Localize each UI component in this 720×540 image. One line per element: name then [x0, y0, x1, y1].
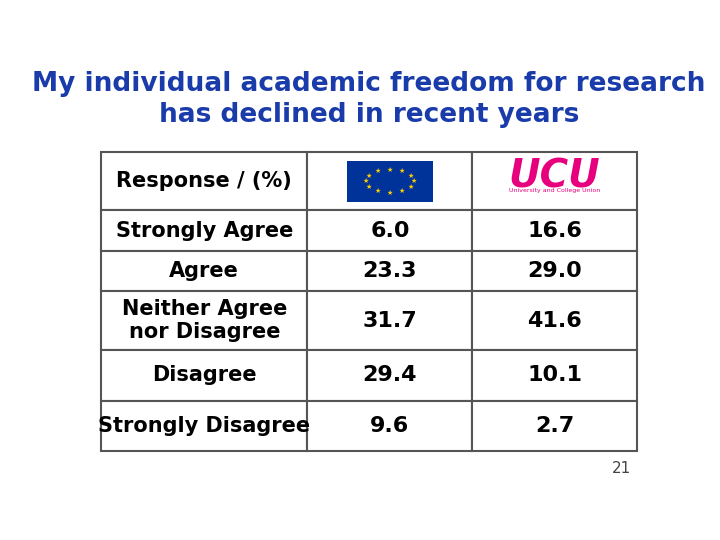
Text: University and College Union: University and College Union — [509, 187, 600, 193]
Text: ★: ★ — [374, 168, 381, 174]
Text: Neither Agree
nor Disagree: Neither Agree nor Disagree — [122, 299, 287, 342]
Text: ★: ★ — [399, 168, 405, 174]
Text: 6.0: 6.0 — [370, 221, 410, 241]
Bar — [101, 211, 307, 251]
Text: ★: ★ — [374, 188, 381, 194]
Text: ★: ★ — [387, 167, 393, 173]
Text: Agree: Agree — [169, 261, 239, 281]
Text: ★: ★ — [387, 190, 393, 195]
Text: My individual academic freedom for research
has declined in recent years: My individual academic freedom for resea… — [32, 71, 706, 128]
Bar — [307, 152, 472, 211]
Text: ★: ★ — [408, 173, 414, 179]
Text: ★: ★ — [366, 184, 372, 190]
Text: 21: 21 — [612, 462, 631, 476]
Bar — [307, 350, 472, 401]
Text: 9.6: 9.6 — [370, 416, 410, 436]
Bar — [101, 350, 307, 401]
Text: Strongly Agree: Strongly Agree — [116, 221, 293, 241]
Text: 31.7: 31.7 — [362, 310, 418, 330]
Text: 41.6: 41.6 — [527, 310, 582, 330]
Bar — [307, 401, 472, 451]
Bar — [472, 350, 636, 401]
Text: ★: ★ — [363, 178, 369, 184]
Bar — [307, 211, 472, 251]
Bar — [472, 211, 636, 251]
Bar — [472, 152, 636, 211]
Text: 29.4: 29.4 — [363, 365, 417, 385]
Text: ★: ★ — [411, 178, 417, 184]
Text: ★: ★ — [399, 188, 405, 194]
Bar — [347, 161, 433, 202]
Bar — [472, 401, 636, 451]
Text: ★: ★ — [366, 173, 372, 179]
Bar — [101, 251, 307, 291]
Text: UCU: UCU — [509, 158, 600, 195]
Bar — [472, 251, 636, 291]
Text: Response / (%): Response / (%) — [117, 171, 292, 191]
Text: 10.1: 10.1 — [527, 365, 582, 385]
Text: 23.3: 23.3 — [363, 261, 417, 281]
Bar — [101, 291, 307, 350]
Bar — [472, 291, 636, 350]
Bar — [101, 152, 307, 211]
Text: 2.7: 2.7 — [535, 416, 575, 436]
Text: 16.6: 16.6 — [527, 221, 582, 241]
Bar — [307, 291, 472, 350]
Bar — [307, 251, 472, 291]
Bar — [101, 401, 307, 451]
Text: 29.0: 29.0 — [527, 261, 582, 281]
Text: ★: ★ — [408, 184, 414, 190]
Text: Disagree: Disagree — [152, 365, 256, 385]
Text: Strongly Disagree: Strongly Disagree — [98, 416, 310, 436]
